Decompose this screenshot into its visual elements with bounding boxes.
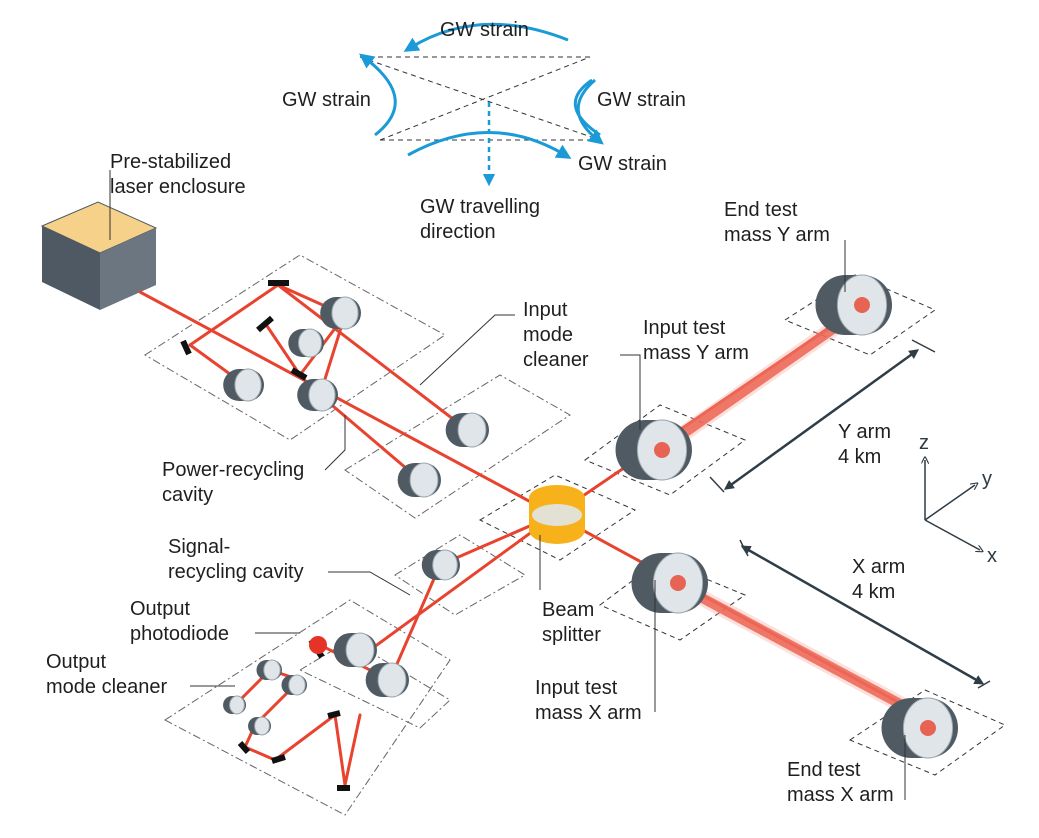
src-mirror-3 — [365, 662, 409, 698]
gw-travel-line1: GW travelling — [420, 196, 541, 218]
output-photodiode-dot — [309, 636, 327, 654]
omc-mirror-3 — [223, 695, 246, 715]
itmx-line2: mass X arm — [535, 702, 642, 724]
bs-line1: Beam — [542, 599, 595, 621]
omc-line1: Output — [46, 651, 107, 673]
end-test-mass-y — [815, 274, 892, 336]
gw-strain-pattern — [359, 22, 604, 187]
end-test-mass-x — [881, 697, 958, 759]
end-test-mass-x-label: End test mass X arm — [787, 758, 894, 808]
etmy-line1: End test — [724, 199, 798, 221]
etmx-line1: End test — [787, 759, 861, 781]
src-mirror-1 — [421, 549, 460, 581]
imc-line3: cleaner — [523, 349, 589, 371]
yarm-line1: Y arm — [838, 421, 891, 443]
gw-travel-line2: direction — [420, 221, 496, 243]
axis-x-label: x — [987, 545, 997, 567]
optics — [223, 274, 958, 759]
yarm-line2: 4 km — [838, 446, 882, 468]
output-photodiode-label: Output photodiode — [130, 597, 229, 647]
imc-line1: Input — [523, 299, 568, 321]
opd-line2: photodiode — [130, 623, 229, 645]
itmy-line2: mass Y arm — [643, 342, 749, 364]
imc-mirror-2 — [288, 328, 324, 358]
prc-line1: Power-recycling — [162, 459, 305, 481]
bs-line2: splitter — [542, 624, 601, 646]
etmx-line2: mass X arm — [787, 784, 894, 806]
output-mode-cleaner-label: Output mode cleaner — [46, 650, 167, 700]
opd-line1: Output — [130, 598, 191, 620]
src-line2: recycling cavity — [168, 561, 304, 583]
coordinate-axes — [925, 460, 980, 550]
gw-strain-top-label: GW strain — [440, 19, 529, 41]
laser-label-line2: laser enclosure — [110, 176, 246, 198]
axis-z-label: z — [919, 432, 929, 454]
itmx-line1: Input test — [535, 677, 618, 699]
prc-mirror-3 — [397, 462, 441, 498]
power-recycling-label: Power-recycling cavity — [162, 458, 304, 508]
itmy-line1: Input test — [643, 317, 726, 339]
input-test-mass-x — [631, 552, 708, 614]
laser-enclosure-label: Pre-stabilized laser enclosure — [110, 150, 246, 200]
imc-mirror-3 — [445, 412, 489, 448]
input-mode-cleaner-label: Input mode cleaner — [523, 298, 589, 373]
imc-mirror-1 — [320, 296, 361, 330]
beam-splitter-label: Beam splitter — [542, 598, 601, 648]
gw-strain-left-label: GW strain — [282, 89, 371, 111]
imc-line2: mode — [523, 324, 574, 346]
input-test-mass-y — [615, 419, 692, 481]
omc-mirror-4 — [248, 716, 271, 736]
gw-travel-label: GW travelling direction — [420, 195, 540, 245]
axis-y-label: y — [982, 468, 992, 490]
etmy-line2: mass Y arm — [724, 224, 830, 246]
y-arm-length-label: Y arm 4 km — [838, 420, 891, 470]
omc-mirror-1 — [256, 659, 282, 681]
dimension-lines — [709, 339, 991, 689]
x-arm-length-label: X arm 4 km — [852, 555, 905, 605]
input-test-mass-x-label: Input test mass X arm — [535, 676, 642, 726]
gw-strain-right-label: GW strain — [597, 89, 686, 111]
src-mirror-2 — [333, 632, 377, 668]
prc-mirror-1 — [223, 368, 264, 402]
gw-strain-bottom-label: GW strain — [578, 153, 667, 175]
leader-lines — [109, 170, 906, 800]
end-test-mass-y-label: End test mass Y arm — [724, 198, 830, 248]
xarm-line2: 4 km — [852, 581, 896, 603]
input-test-mass-y-label: Input test mass Y arm — [643, 316, 749, 366]
prc-line2: cavity — [162, 484, 214, 506]
omc-line2: mode cleaner — [46, 676, 168, 698]
beam-splitter — [529, 485, 585, 544]
prc-mirror-2 — [297, 378, 338, 412]
laser-label-line1: Pre-stabilized — [110, 151, 232, 173]
src-line1: Signal- — [168, 536, 231, 558]
laser-enclosure — [40, 201, 158, 310]
omc-mirror-2 — [281, 674, 307, 696]
xarm-line1: X arm — [852, 556, 906, 578]
signal-recycling-label: Signal- recycling cavity — [168, 535, 304, 585]
